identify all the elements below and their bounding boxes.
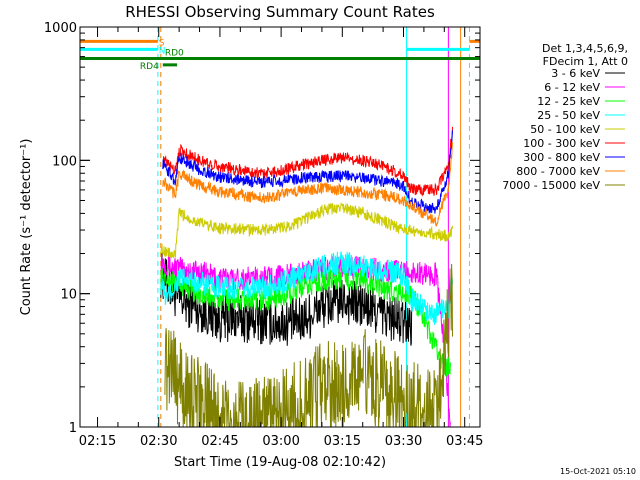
flag-label-s: S (159, 38, 165, 48)
x-tick-label: 03:15 (324, 434, 361, 449)
legend-entry-label: 6 - 12 keV (544, 81, 600, 94)
legend-entry-label: 3 - 6 keV (551, 67, 600, 80)
x-tick-label: 03:00 (262, 434, 299, 449)
series-line-50to100keV (160, 202, 453, 259)
x-tick-label: 02:15 (79, 434, 116, 449)
flag-label-rd0: RD0 (165, 49, 184, 59)
x-tick-label: 03:45 (446, 434, 483, 449)
x-axis: 02:15 02:30 02:45 03:00 03:15 03:30 03:45 (79, 27, 483, 449)
flag-label-rd4: RD4 (140, 62, 159, 72)
legend-entry-label: 800 - 7000 keV (516, 165, 600, 178)
y-tick-label: 10 (60, 288, 77, 303)
legend-entry-label: 12 - 25 keV (537, 95, 600, 108)
x-tick-label: 02:45 (201, 434, 238, 449)
legend-header-line: FDecim 1, Att 0 (543, 55, 628, 68)
legend-entry-label: 100 - 300 keV (523, 137, 600, 150)
y-tick-label: 1000 (44, 21, 77, 36)
series-line-12to25keV (160, 266, 451, 379)
plot-frame (79, 26, 481, 428)
series-line-7000to15000keV (164, 263, 453, 428)
series-line-25to50keV (160, 251, 453, 325)
y-axis-label: Count Rate (s⁻¹ detector⁻¹) (19, 139, 34, 316)
plot-area: SN RD0 RD4 (79, 27, 480, 428)
flag-label-n: N (159, 46, 166, 56)
chart-title: RHESSI Observing Summary Count Rates (125, 3, 435, 21)
x-axis-label: Start Time (19-Aug-08 02:10:42) (174, 455, 386, 470)
legend-entry-label: 7000 - 15000 keV (502, 179, 600, 192)
y-tick-label: 1 (69, 421, 77, 436)
x-tick-label: 02:30 (140, 434, 177, 449)
legend: Det 1,3,4,5,6,9,FDecim 1, Att 03 - 6 keV… (502, 42, 628, 192)
series-line-300to800keV (162, 130, 453, 214)
series-line-100to300keV (162, 126, 453, 197)
legend-entry-label: 25 - 50 keV (537, 109, 600, 122)
legend-entry-label: 50 - 100 keV (530, 123, 600, 136)
series-line-800to7000keV (162, 142, 453, 227)
legend-header-line: Det 1,3,4,5,6,9, (542, 42, 628, 55)
y-tick-label: 100 (52, 154, 77, 169)
x-tick-label: 03:30 (385, 434, 422, 449)
legend-entry-label: 300 - 800 keV (523, 151, 600, 164)
series-line-3to6keV (160, 253, 413, 346)
footer-timestamp: 15-Oct-2021 05:10 (560, 467, 636, 476)
y-axis: 1 10 100 1000 (44, 21, 480, 436)
